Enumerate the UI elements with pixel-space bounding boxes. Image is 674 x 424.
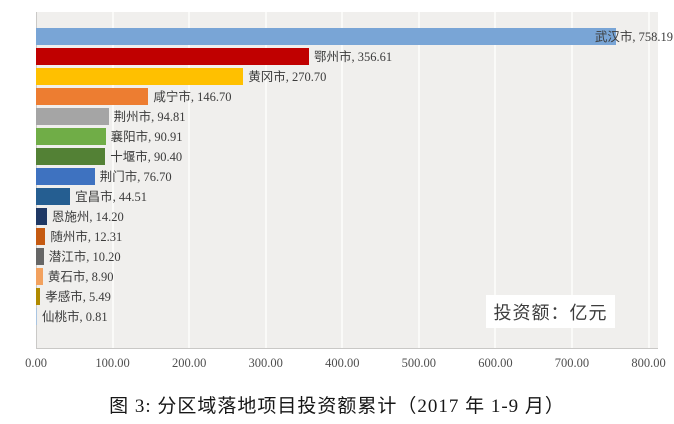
units-annotation-label: 投资额：亿元 <box>486 295 615 328</box>
gridline <box>417 12 420 348</box>
bar-label: 咸宁市, 146.70 <box>153 89 232 104</box>
bar-label: 恩施州, 14.20 <box>51 209 124 224</box>
bar-label: 十堰市, 90.40 <box>110 149 183 164</box>
bar-label: 宜昌市, 44.51 <box>75 189 147 204</box>
x-axis-tick: 0.00 <box>25 356 47 370</box>
gridline <box>647 12 650 348</box>
x-axis-tick: 100.00 <box>95 356 130 370</box>
bar <box>36 248 44 265</box>
bar-label: 黄冈市, 270.70 <box>248 69 327 84</box>
bar <box>36 288 41 305</box>
bar-label: 荆门市, 76.70 <box>99 169 172 184</box>
bar-label: 荆州市, 94.81 <box>113 109 186 124</box>
x-axis: 0.00 100.00 200.00 300.00 400.00 500.00 600.00… <box>0 356 674 374</box>
bar-label: 孝感市, 5.49 <box>45 289 111 304</box>
x-axis-tick: 500.00 <box>401 356 436 370</box>
bar-label: 随州市, 12.31 <box>50 229 123 244</box>
bar <box>36 68 244 85</box>
gridline <box>264 12 267 348</box>
bar <box>36 48 310 65</box>
bar <box>36 108 109 125</box>
bar <box>36 308 37 325</box>
x-axis-tick: 600.00 <box>478 356 513 370</box>
x-axis-tick: 200.00 <box>171 356 207 370</box>
bar <box>36 188 71 205</box>
bar <box>36 268 43 285</box>
bar-label: 黄石市, 8.90 <box>47 269 114 284</box>
bar <box>36 28 617 45</box>
x-axis-tick: 400.00 <box>325 356 360 370</box>
bar-label: 鄂州市, 356.61 <box>314 49 393 64</box>
x-axis-tick: 300.00 <box>248 356 283 370</box>
bar-label: 仙桃市, 0.81 <box>42 309 108 324</box>
bar <box>36 168 95 185</box>
bar <box>36 128 106 145</box>
bar <box>36 148 106 165</box>
gridline <box>494 12 497 348</box>
gridline <box>341 12 344 348</box>
x-axis-tick: 800.00 <box>631 356 666 370</box>
gridline <box>188 12 191 348</box>
bar-label: 襄阳市, 90.91 <box>110 129 183 144</box>
bar <box>36 208 47 225</box>
x-axis-tick: 700.00 <box>554 356 590 370</box>
plot-area: 武汉市, 758.19 鄂州市, 356.61 黄冈市, 270.70 咸宁市, 14… <box>36 12 673 349</box>
bar <box>36 88 149 105</box>
figure-caption: 图 3: 分区域落地项目投资额累计（2017 年 1-9 月） <box>109 396 565 417</box>
bar-label: 潜江市, 10.20 <box>48 249 121 264</box>
bar-label: 武汉市, 758.19 <box>594 29 673 44</box>
gridline <box>570 12 573 348</box>
bar <box>36 228 46 245</box>
gridline <box>111 12 114 348</box>
